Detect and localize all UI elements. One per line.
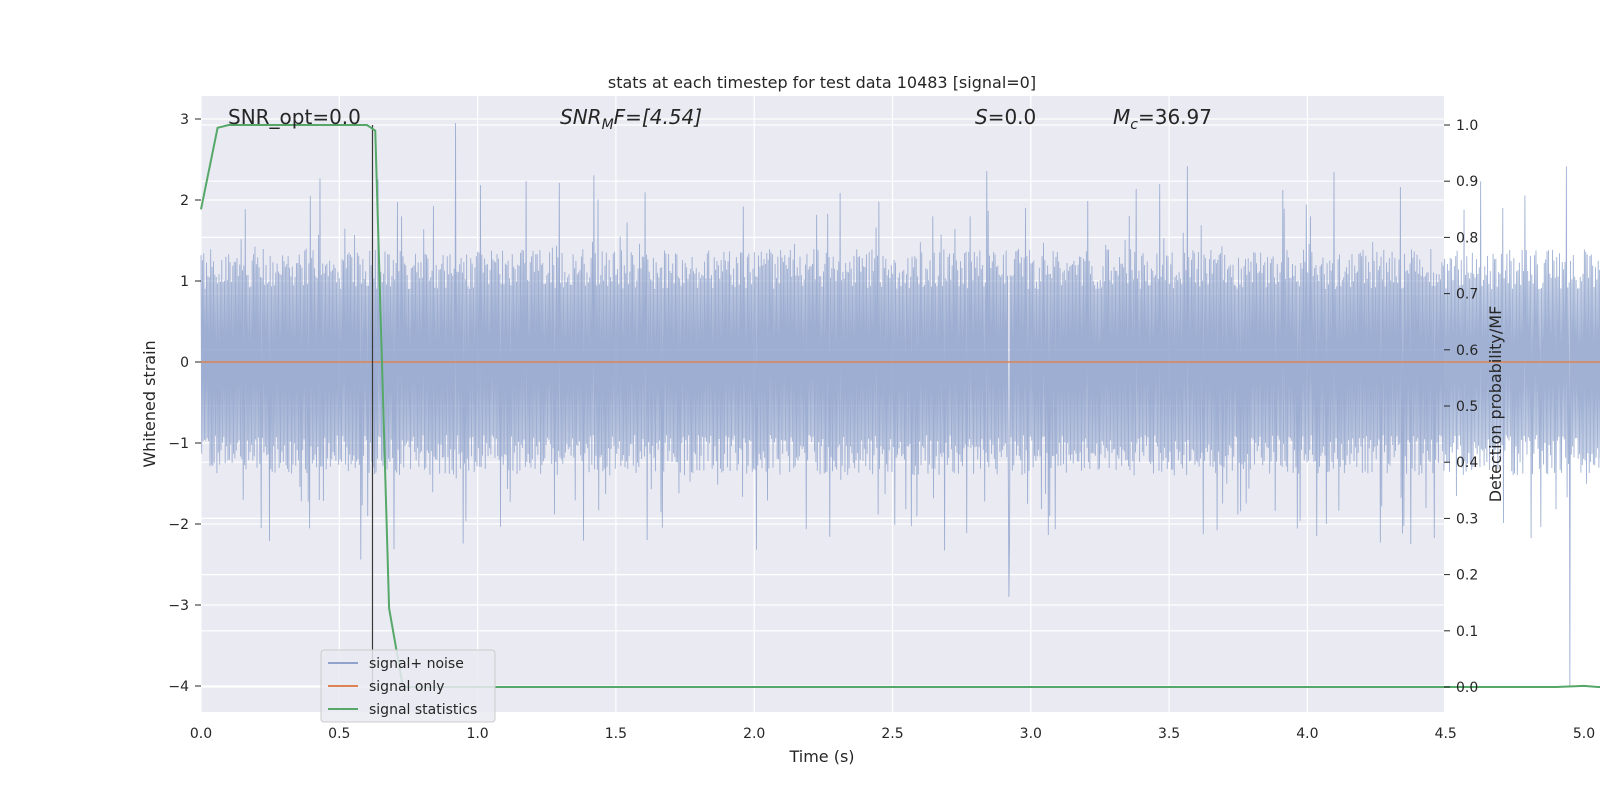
y-tick-label: −2 (168, 517, 189, 533)
x-tick-label: 5.0 (1573, 726, 1595, 742)
legend-label-signal-only: signal only (369, 679, 444, 695)
y2-tick-label: 0.8 (1456, 230, 1478, 246)
annotation-mc-main: M (1113, 105, 1130, 129)
x-axis-label: Time (s) (788, 747, 854, 766)
chart-title: stats at each timestep for test data 104… (608, 73, 1036, 92)
legend: signal+ noise signal only signal statist… (320, 649, 496, 723)
annotation-snr-mf-rest: F=[4.54] (614, 105, 702, 129)
x-tick-label: 2.0 (743, 726, 765, 742)
annotation-snr-opt: SNR_opt=0.0 (228, 105, 361, 129)
legend-label-signal-noise: signal+ noise (369, 656, 464, 672)
y2-tick-label: 0.4 (1456, 455, 1478, 471)
y2-tick-label: 0.5 (1456, 399, 1478, 415)
x-tick-label: 4.5 (1435, 726, 1457, 742)
y2-tick-label: 1.0 (1456, 118, 1478, 134)
y2-axis-label: Detection probability/MF (1486, 306, 1505, 503)
y2-tick-label: 0.0 (1456, 680, 1478, 696)
y-tick-label: 3 (180, 112, 189, 128)
y2-tick-label: 0.9 (1456, 174, 1478, 190)
annotation-mc-sub: c (1130, 117, 1138, 133)
foreground-series (200, 124, 1600, 688)
y-tick-label: −1 (168, 436, 189, 452)
x-ticks: 0.00.51.01.52.02.53.03.54.04.55.05.56.06… (190, 726, 1595, 742)
annotation-snr-mf: SNRMF=[4.54] (560, 105, 702, 133)
y-tick-label: −3 (168, 598, 189, 614)
annotation-s: S=0.0 (975, 105, 1036, 129)
x-tick-label: 1.5 (605, 726, 627, 742)
y-axis-label: Whitened strain (140, 340, 159, 467)
y2-tick-label: 0.2 (1456, 568, 1478, 584)
annotation-snr-mf-sub: M (602, 117, 614, 133)
y2-tick-label: 0.7 (1456, 287, 1478, 303)
x-tick-label: 3.5 (1158, 726, 1180, 742)
legend-label-signal-statistics: signal statistics (369, 702, 477, 718)
x-tick-label: 3.0 (1020, 726, 1042, 742)
signal-statistics-line (200, 124, 1600, 688)
y2-tick-label: 0.3 (1456, 511, 1478, 527)
annotation-snr-mf-main: SNR (560, 105, 602, 129)
legend-box (320, 649, 496, 723)
y-ticks: 3 2 1 0 −1 −2 −3 −4 (168, 112, 201, 695)
y-tick-label: −4 (168, 679, 189, 695)
x-tick-label: 1.0 (466, 726, 488, 742)
signal-noise-line (200, 123, 1600, 687)
annotation-mc: Mc=36.97 (1113, 105, 1212, 133)
y-tick-label: 0 (180, 355, 189, 371)
y-tick-label: 1 (180, 274, 189, 290)
annotation-s-rest: =0.0 (988, 105, 1037, 129)
y-tick-label: 2 (180, 193, 189, 209)
y2-ticks: 1.0 0.9 0.8 0.7 0.6 0.5 0.4 0.3 0.2 0.1 0.0 (1444, 118, 1478, 696)
x-tick-label: 0.0 (190, 726, 212, 742)
x-tick-label: 2.5 (881, 726, 903, 742)
signal-noise-series (200, 123, 1600, 687)
annotation-mc-rest: =36.97 (1138, 105, 1212, 129)
y2-tick-label: 0.1 (1456, 624, 1478, 640)
x-tick-label: 4.0 (1296, 726, 1318, 742)
x-tick-label: 0.5 (328, 726, 350, 742)
annotation-s-main: S (975, 105, 988, 129)
y2-tick-label: 0.6 (1456, 343, 1478, 359)
